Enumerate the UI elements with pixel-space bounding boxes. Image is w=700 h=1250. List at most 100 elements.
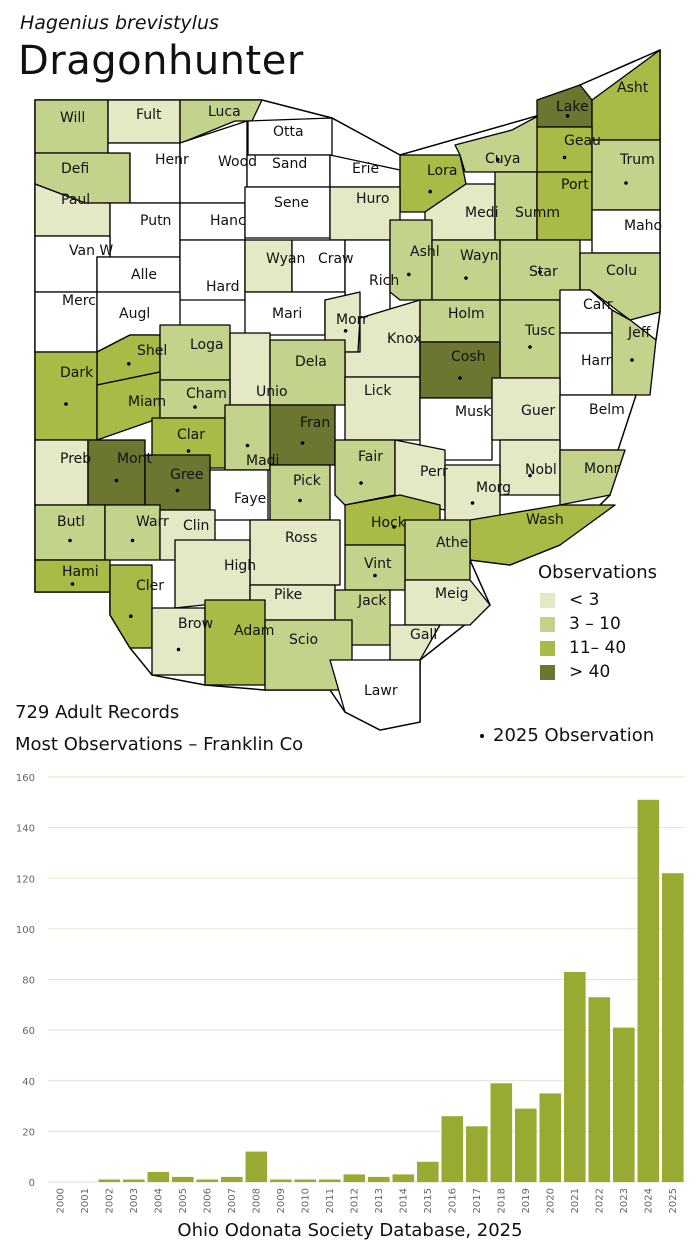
legend-label: < 3 <box>569 590 600 610</box>
legend-item: > 40 <box>538 660 657 684</box>
bar-2005 <box>172 1176 194 1182</box>
bar-2024 <box>637 799 660 1182</box>
county-label-miam: Miam <box>128 394 166 410</box>
county-monr <box>559 449 626 506</box>
yearly-observations-chart: 0 20 40 60 80 100 120 140 160 2000 2001 2002 2003 200… <box>16 773 685 1213</box>
county-label-huro: Huro <box>356 191 389 207</box>
x-tick-label: 2017 <box>472 1188 483 1213</box>
observation-dot-madi <box>245 443 250 448</box>
county-label-dela: Dela <box>295 354 327 370</box>
observation-dot-hami <box>70 582 75 586</box>
bar-2019 <box>515 1108 537 1182</box>
bar-2009 <box>270 1179 292 1182</box>
county-label-shel: Shel <box>137 343 167 359</box>
x-tick-label: 2011 <box>325 1188 336 1213</box>
scientific-name: Hagenius brevistylus <box>20 12 219 34</box>
y-tick-label: 40 <box>22 1077 35 1088</box>
bar-2011 <box>319 1179 341 1182</box>
county-label-ashl: Ashl <box>410 244 440 260</box>
county-label-putn: Putn <box>140 213 171 229</box>
bar-2010 <box>294 1179 317 1182</box>
x-tick-label: 2010 <box>300 1188 311 1213</box>
y-tick-label: 20 <box>22 1127 35 1138</box>
county-label-jeff: Jeff <box>627 325 651 341</box>
y-tick-label: 140 <box>16 824 35 835</box>
county-label-cham: Cham <box>186 386 227 402</box>
bar-2004 <box>147 1171 170 1182</box>
county-label-erie: Erie <box>352 161 379 177</box>
x-tick-label: 2022 <box>594 1188 605 1213</box>
county-label-geau: Geau <box>564 133 601 149</box>
bar-2025 <box>662 873 684 1182</box>
x-tick-label: 2000 <box>55 1188 66 1213</box>
county-label-hami: Hami <box>62 564 99 580</box>
observation-dot-clar <box>186 449 191 453</box>
county-label-scio: Scio <box>289 632 318 648</box>
county-label-madi: Madi <box>246 453 279 469</box>
county-label-luca: Luca <box>208 104 241 120</box>
x-tick-label: 2020 <box>545 1188 556 1213</box>
bar-2023 <box>613 1027 635 1182</box>
county-label-fult: Fult <box>136 107 162 123</box>
county-tusc <box>499 299 561 379</box>
county-label-sand: Sand <box>272 156 307 172</box>
x-tick-label: 2019 <box>521 1188 532 1213</box>
bar-2006 <box>196 1179 219 1182</box>
county-label-lora: Lora <box>427 163 457 179</box>
observation-dot-pick <box>298 498 302 503</box>
y-tick-label: 0 <box>29 1178 35 1189</box>
legend-swatch <box>540 592 555 608</box>
county-label-gree: Gree <box>170 467 204 483</box>
county-label-henr: Henr <box>155 152 189 168</box>
observation-dot-trum <box>624 181 628 185</box>
county-adam <box>204 599 266 686</box>
observation-dot-geau <box>562 155 567 160</box>
county-label-morg: Morg <box>476 480 511 496</box>
county-label-pick: Pick <box>293 473 322 489</box>
source-footer: Ohio Odonata Society Database, 2025 <box>177 1220 523 1241</box>
county-label-jack: Jack <box>357 593 387 609</box>
county-label-loga: Loga <box>190 337 224 353</box>
observation-dot-cosh <box>458 376 462 380</box>
county-high <box>174 539 251 609</box>
legend-item: 3 – 10 <box>538 612 657 636</box>
observation-dot-shel <box>127 362 131 366</box>
x-tick-label: 2018 <box>496 1188 507 1213</box>
bar-2020 <box>539 1093 562 1182</box>
observation-dot-lora <box>428 189 433 194</box>
x-tick-label: 2021 <box>570 1188 581 1213</box>
county-label-monr: Monr <box>584 461 620 477</box>
legend-item: 11– 40 <box>538 636 657 660</box>
county-label-wayn: Wayn <box>460 248 499 264</box>
county-label-brow: Brow <box>178 616 213 632</box>
observation-dot-lake <box>565 114 570 118</box>
county-label-hanc: Hanc <box>210 213 246 229</box>
county-label-will: Will <box>60 110 85 126</box>
county-label-summ: Summ <box>515 205 560 221</box>
county-label-lick: Lick <box>364 383 392 399</box>
bar-2002 <box>98 1179 121 1182</box>
x-tick-label: 2013 <box>374 1188 385 1213</box>
x-tick-label: 2015 <box>423 1188 434 1213</box>
x-tick-label: 2024 <box>643 1188 654 1213</box>
ohio-county-map: Will Fult Luca Otta Defi Henr Wood Sand Erie Lora… <box>34 48 662 731</box>
county-meig <box>404 579 491 626</box>
observation-dot-cuya <box>495 157 500 162</box>
county-label-mont: Mont <box>117 451 153 467</box>
county-label-knox: Knox <box>387 331 421 347</box>
county-musk <box>419 397 493 461</box>
county-label-tusc: Tusc <box>524 323 555 339</box>
county-label-athe: Athe <box>436 535 468 551</box>
observations-legend: Observations < 3 3 – 10 11– 40 > 40 <box>538 562 657 684</box>
county-label-unio: Unio <box>256 384 288 400</box>
adult-records-count: 729 Adult Records <box>15 702 180 723</box>
observation-dot-warr <box>130 538 135 543</box>
bar-2021 <box>564 971 586 1182</box>
species-title: Dragonhunter <box>18 38 304 84</box>
county-label-rich: Rich <box>369 273 399 289</box>
x-tick-label: 2016 <box>447 1188 458 1213</box>
y-tick-label: 100 <box>16 925 35 936</box>
x-tick-label: 2012 <box>349 1188 360 1213</box>
county-mont <box>87 439 146 506</box>
county-label-paul: Paul <box>61 192 90 208</box>
